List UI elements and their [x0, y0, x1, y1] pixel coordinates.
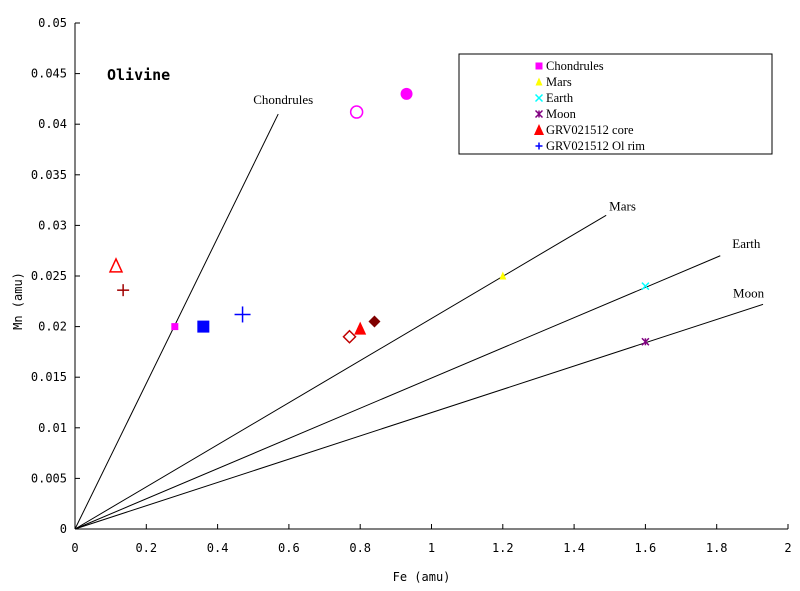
point-grv021512-ol-rim	[234, 306, 251, 323]
y-tick-label: 0.045	[31, 67, 67, 81]
point-chondrules	[171, 323, 179, 331]
reference-line-mars	[74, 214, 607, 530]
reference-lines	[74, 113, 764, 530]
x-tick-label: 0.6	[278, 541, 300, 555]
reference-line-labels: Chondrules Mars Earth Moon	[253, 92, 764, 300]
y-axis-title: Mn (amu)	[11, 272, 25, 330]
legend-label: Earth	[546, 91, 574, 105]
reference-label-moon: Moon	[733, 285, 765, 300]
y-tick-label: 0.035	[31, 168, 67, 182]
extra-point-square-filled	[197, 320, 210, 333]
reference-line-chondrules	[74, 113, 279, 530]
point-grv021512-core	[354, 321, 367, 335]
legend-label: Mars	[546, 75, 572, 89]
extra-point-diamond-open	[342, 329, 357, 344]
y-tick-label: 0.005	[31, 471, 67, 485]
legend-marker-grv021512-ol-rim	[535, 142, 543, 150]
y-tick-label: 0.02	[38, 320, 67, 334]
legend-marker-grv021512-core	[534, 124, 544, 135]
x-tick-label: 1.4	[563, 541, 585, 555]
x-tick-label: 0.4	[207, 541, 229, 555]
reference-label-mars: Mars	[609, 198, 636, 213]
x-tick-label: 0.2	[135, 541, 157, 555]
legend-label: Chondrules	[546, 59, 604, 73]
chart-title: Olivine	[107, 66, 170, 84]
y-tick-label: 0.025	[31, 269, 67, 283]
point-moon	[641, 337, 650, 346]
x-tick-label: 0.8	[349, 541, 371, 555]
axes	[74, 22, 789, 530]
point-earth	[641, 282, 650, 291]
extra-point-circle-open	[349, 105, 364, 119]
reference-line-earth	[74, 255, 721, 530]
legend-label: GRV021512 core	[546, 123, 634, 137]
y-tick-label: 0.04	[38, 117, 67, 131]
legend-label: Moon	[546, 107, 577, 121]
legend-marker-moon	[534, 109, 544, 119]
x-tick-label: 0	[71, 541, 78, 555]
x-tick-labels: 0 0.2 0.4 0.6 0.8 1 1.2 1.4 1.6 1.8 2	[71, 541, 791, 555]
x-tick-label: 2	[784, 541, 791, 555]
y-tick-label: 0.05	[38, 16, 67, 30]
extra-point-plus	[117, 284, 130, 297]
legend-box	[458, 53, 773, 155]
reference-label-earth: Earth	[732, 236, 761, 251]
y-tick-label: 0.015	[31, 370, 67, 384]
reference-line-moon	[74, 303, 764, 530]
y-tick-label: 0.01	[38, 421, 67, 435]
legend-marker-chondrules	[535, 62, 543, 70]
extra-point-diamond-filled	[368, 315, 381, 328]
y-tick-label: 0	[60, 522, 67, 536]
extra-point-circle-filled	[400, 87, 413, 100]
extra-point-triangle-open	[108, 257, 124, 273]
x-tick-label: 1.8	[706, 541, 728, 555]
x-axis-title: Fe (amu)	[393, 570, 451, 584]
legend-marker-mars	[535, 77, 543, 86]
x-tick-label: 1.6	[635, 541, 657, 555]
legend-marker-earth	[534, 93, 544, 103]
y-tick-labels: 0 0.005 0.01 0.015 0.02 0.025 0.03 0.035 0.04 0.0…	[31, 16, 67, 536]
x-tick-label: 1.2	[492, 541, 514, 555]
point-mars	[499, 271, 507, 280]
reference-label-chondrules: Chondrules	[253, 92, 313, 107]
legend-label: GRV021512 Ol rim	[546, 139, 645, 153]
x-tick-label: 1	[428, 541, 435, 555]
data-points	[108, 87, 650, 346]
y-tick-label: 0.03	[38, 218, 67, 232]
legend: Chondrules Mars Earth Moon GRV021512 core GRV…	[458, 53, 773, 155]
